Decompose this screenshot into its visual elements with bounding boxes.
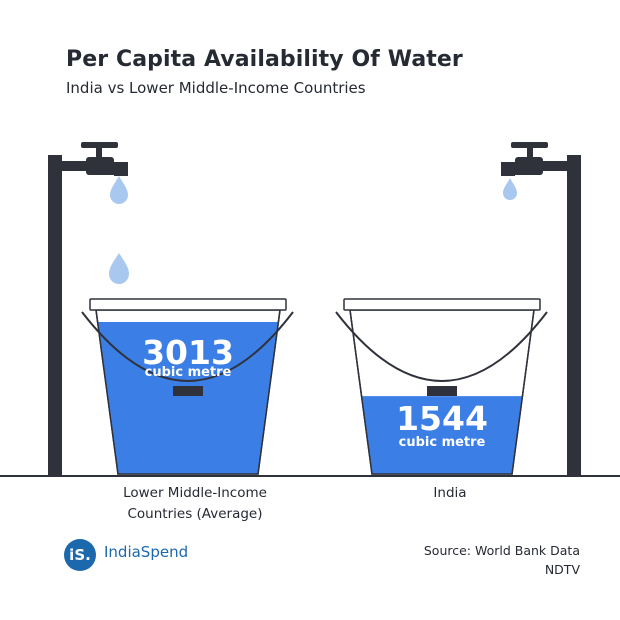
bucket-left (81, 298, 294, 475)
unit-label-right: cubic metre (399, 435, 486, 450)
category-label-left: Lower Middle-Income Countries (Average) (90, 483, 300, 525)
source-note: Source: World Bank Data NDTV (424, 541, 580, 579)
unit-label-left: cubic metre (145, 365, 232, 380)
source-line: NDTV (544, 562, 580, 577)
water-fill-right (361, 396, 523, 474)
category-label-right: India (400, 483, 500, 504)
value-label-right: 1544 (396, 399, 488, 438)
water-fill-left (97, 322, 279, 474)
value-label-left: 3013 (142, 333, 234, 372)
chart-title: Per Capita Availability Of Water (66, 47, 463, 72)
right-tap-icon (501, 142, 581, 476)
chart-subtitle: India vs Lower Middle-Income Countries (66, 79, 366, 97)
brand-name: IndiaSpend (104, 543, 189, 561)
bucket-right (335, 298, 548, 475)
water-drop-icon (109, 253, 129, 284)
indiaspend-logo-icon: iS. (64, 539, 96, 571)
water-drop-icon (503, 178, 517, 200)
left-tap-icon (48, 142, 128, 476)
category-label-line: India (433, 485, 467, 501)
water-drop-icon (110, 176, 128, 204)
source-line: Source: World Bank Data (423, 543, 580, 558)
category-label-line: Lower Middle-Income (123, 485, 267, 501)
category-label-line: Countries (Average) (127, 506, 263, 522)
